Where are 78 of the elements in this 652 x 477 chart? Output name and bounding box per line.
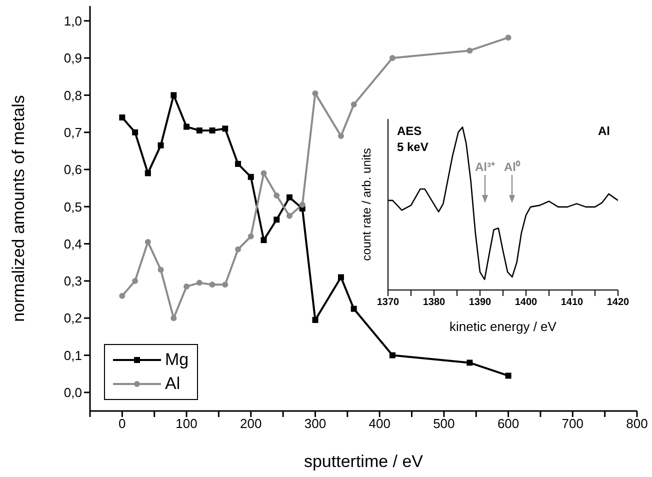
x-tick-label: 1370 [376,297,400,308]
y-tick-label: 1,0 [64,13,82,28]
point [235,160,242,167]
point [338,274,344,280]
y-tick-label: 0,6 [64,162,82,178]
point [299,202,306,208]
point [286,194,292,200]
point [209,127,216,134]
x-axis-title: sputtertime / eV [304,452,424,471]
point [170,92,177,98]
point [274,216,280,223]
y-axis-title: normalized amounts of metals [9,95,28,322]
x-tick-label: 0 [118,416,126,432]
y-tick-label: 0,7 [64,124,82,140]
point [144,170,151,176]
y-tick-label: 0,1 [64,348,82,363]
point [350,101,357,108]
point [209,282,216,288]
point [260,237,267,244]
y-tick-label: 0,0 [64,385,82,400]
point [132,129,138,136]
annotation: 5 keV [397,140,428,154]
point [119,114,126,120]
point [158,142,164,148]
point [466,48,473,54]
y-tick-label: 0,5 [64,199,82,214]
annotation: AES [397,124,422,138]
point [248,174,254,180]
legend-label: Al [165,373,180,395]
point [274,192,280,198]
x-axis-title: kinetic energy / eV [450,319,557,334]
x-tick-label: 100 [176,416,198,432]
y-tick-label: 0,9 [64,50,82,66]
x-tick-label: 600 [497,416,520,432]
point [505,34,512,41]
x-tick-label: 500 [433,416,455,432]
point [184,124,190,130]
point [338,133,344,140]
point [119,292,126,299]
point [260,170,267,176]
x-tick-label: 400 [368,416,390,432]
y-tick-label: 0,3 [64,274,82,289]
point [312,90,318,96]
x-tick-label: 800 [626,416,648,432]
x-tick-label: 300 [304,416,326,432]
y-tick-label: 0,8 [64,88,82,103]
point [312,316,318,323]
x-tick-label: 1390 [468,297,492,308]
x-tick-label: 1410 [560,297,584,308]
point [196,127,202,134]
point [184,284,190,290]
point [196,280,202,286]
x-tick-label: 1420 [606,297,630,308]
x-tick-label: 700 [562,416,584,432]
annotation: Al⁰ [503,159,522,175]
point [466,360,473,366]
x-tick-label: 1400 [514,297,538,308]
point [505,372,512,379]
y-tick-label: 0,4 [64,236,82,252]
point [158,266,164,273]
annotation: Al³⁺ [474,159,496,175]
legend-label: Mg [165,349,189,371]
point [248,233,254,240]
x-tick-label: 200 [240,416,262,432]
point [235,246,242,252]
point [170,315,177,322]
point [222,126,228,132]
point [350,306,357,312]
y-tick-label: 0,2 [64,310,82,326]
point [132,278,138,284]
point [389,352,396,358]
point [286,212,292,219]
x-tick-label: 1380 [422,297,446,308]
point [144,238,151,245]
y-axis-title: count rate / arb. units [359,148,374,261]
point [222,282,228,288]
annotation: Al [598,124,610,138]
point [389,55,396,62]
